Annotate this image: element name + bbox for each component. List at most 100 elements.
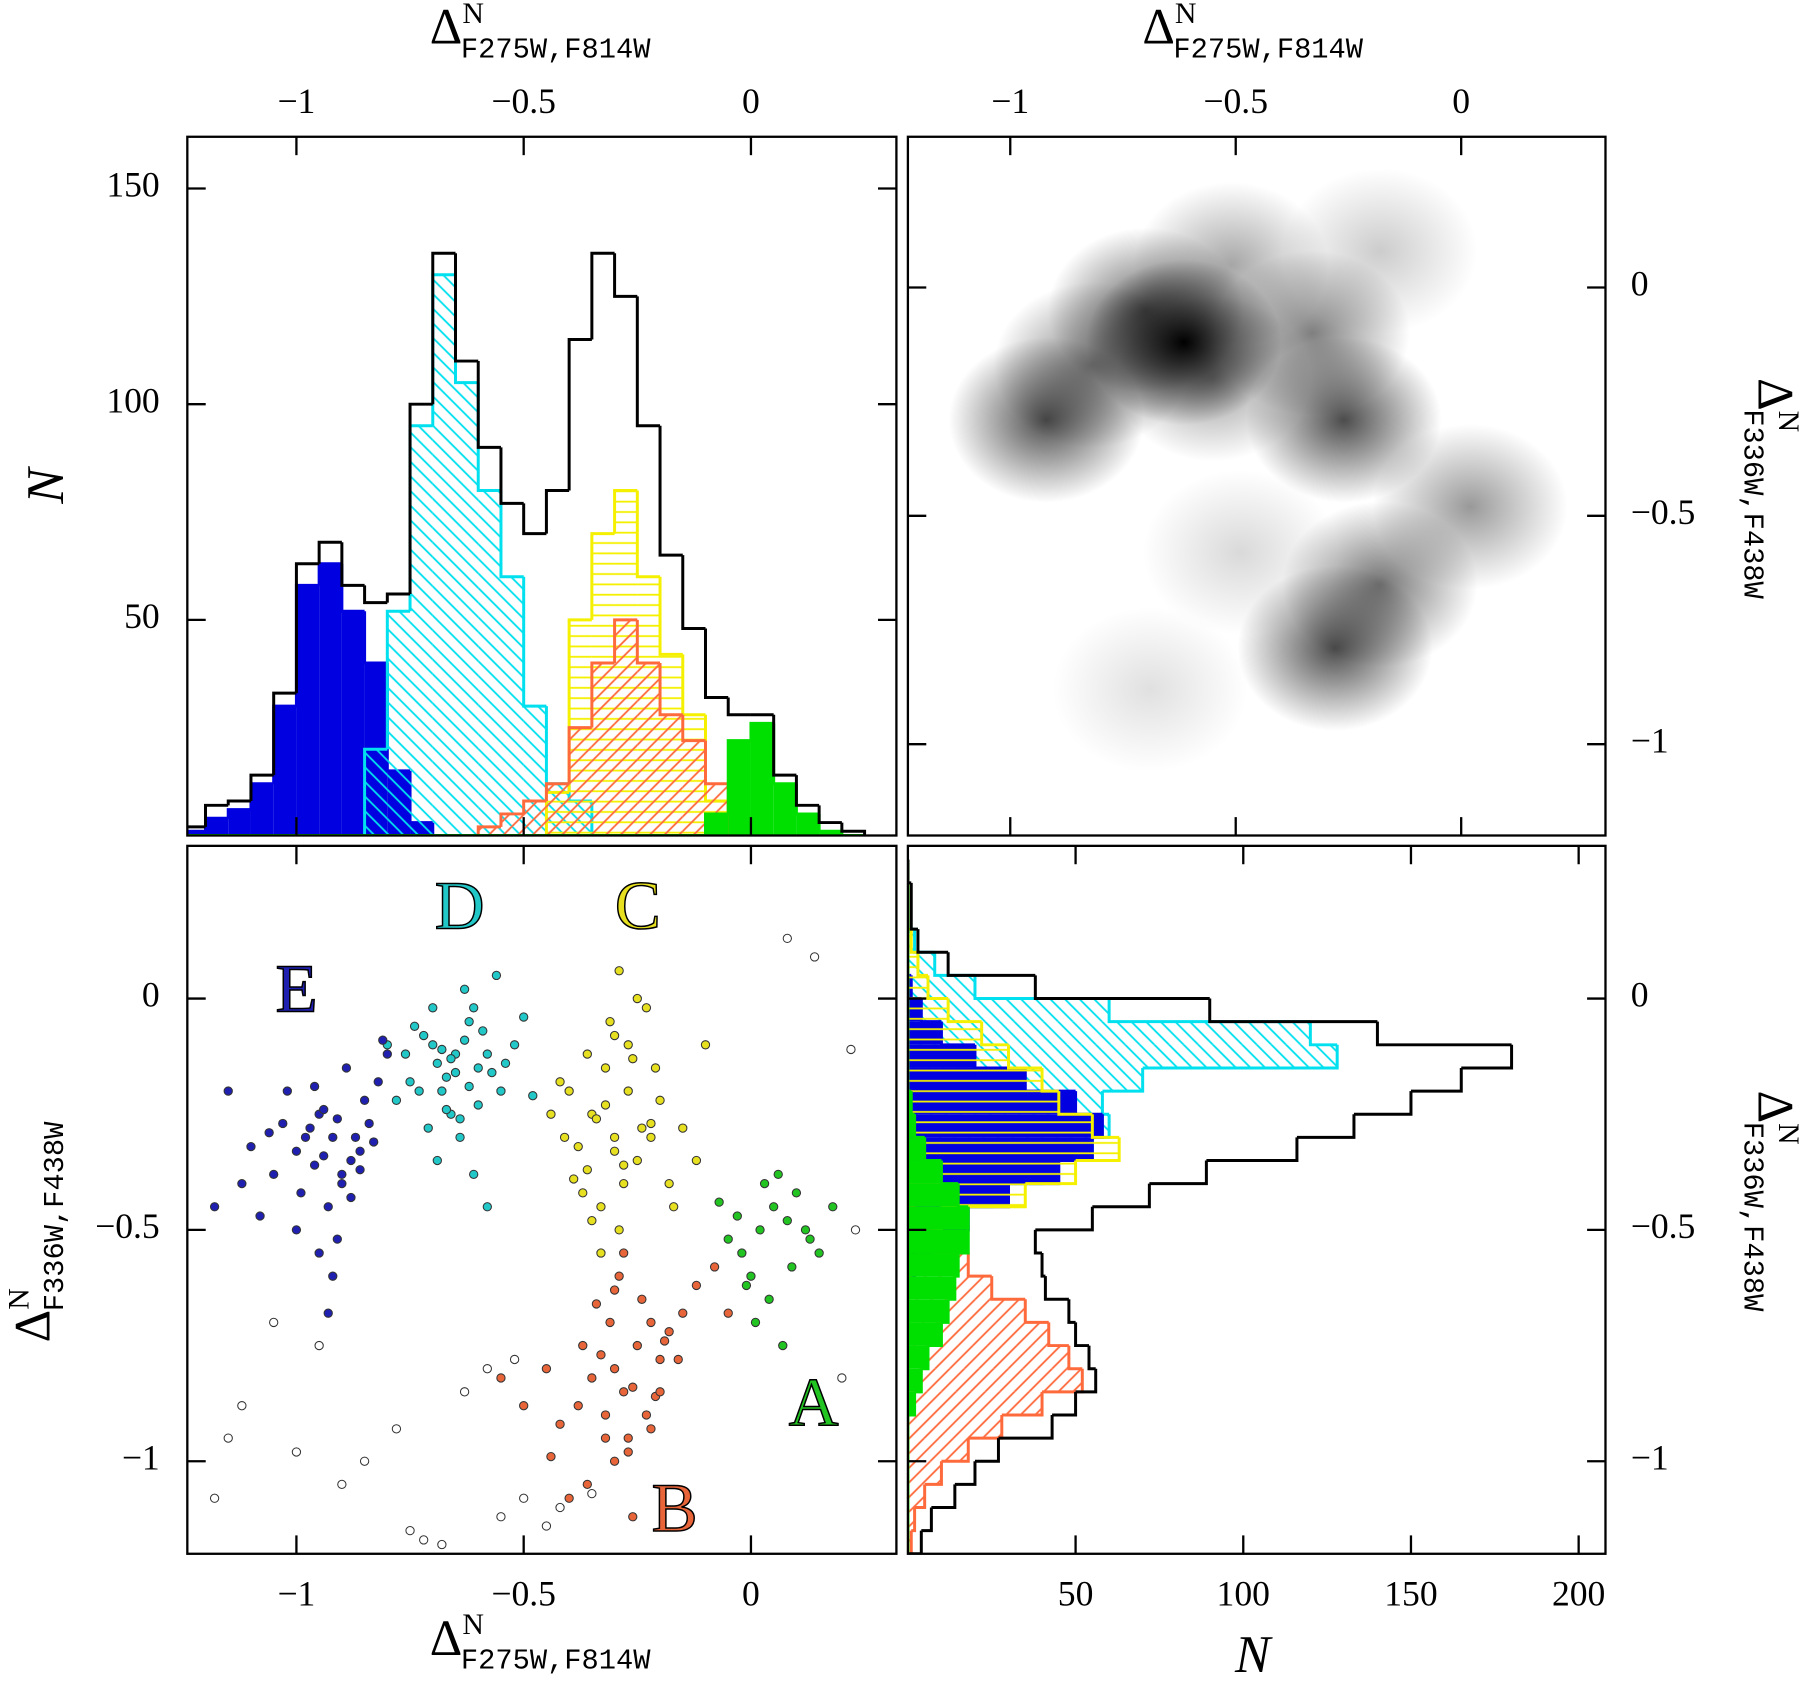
scatter-point (655, 1387, 665, 1397)
scatter-point (600, 1100, 611, 1110)
hist-bar (907, 1299, 949, 1323)
hist-bar (819, 831, 842, 836)
scatter-point (482, 1049, 492, 1059)
label-sub: F275W,F814W (461, 33, 651, 66)
scatter-point (723, 1308, 733, 1318)
scatter-point (805, 1234, 815, 1244)
scatter-point (323, 1308, 333, 1318)
panel-frame (186, 844, 898, 1555)
scatter-point (555, 1077, 565, 1087)
scatter-point (546, 1451, 556, 1462)
scatter-point (600, 1410, 611, 1420)
scatter-point (646, 1317, 656, 1328)
hist-bar (907, 1391, 915, 1415)
hist-bar (705, 813, 729, 836)
scatter-point (782, 933, 792, 944)
scatter-point (269, 1317, 279, 1328)
scatter-point (850, 1225, 861, 1235)
density-blob (1282, 168, 1478, 334)
scatter-point (496, 1512, 506, 1522)
scatter-point (787, 1262, 797, 1272)
scatter-point (587, 1373, 597, 1383)
plot-area (907, 859, 1514, 1554)
scatter-point (459, 984, 470, 994)
hist-bar (907, 998, 949, 1022)
scatter-point (405, 1077, 415, 1087)
scatter-point (664, 1178, 674, 1189)
panel-frame (906, 135, 1607, 837)
x-axis-label-text: N (1234, 1626, 1273, 1684)
hist-step (681, 555, 706, 630)
hist-step (914, 1368, 923, 1394)
scatter-point (623, 1433, 633, 1443)
scatter-point (837, 1373, 847, 1383)
hist-bar (796, 813, 820, 836)
hist-step (1033, 975, 1210, 1001)
hist-step (499, 447, 524, 505)
scatter-point (641, 1003, 652, 1013)
scatter-point (314, 1340, 324, 1351)
plot-area (209, 933, 861, 1550)
hist-bar (250, 783, 274, 836)
scatter-point (600, 1063, 611, 1073)
hist-step (249, 773, 274, 802)
scatter-point (678, 1308, 688, 1318)
scatter-point (691, 1280, 702, 1291)
hist-step (704, 812, 729, 836)
hist-step (954, 1461, 977, 1486)
scatter-point (600, 1433, 611, 1443)
scatter-point (605, 1317, 615, 1328)
scatter-point (559, 1132, 570, 1143)
hist-bar (187, 831, 206, 836)
hist-step (1074, 1322, 1089, 1348)
group-label: B (652, 1470, 698, 1546)
hist-bar (591, 662, 615, 836)
scatter-point (264, 1128, 274, 1138)
hist-step (794, 775, 820, 807)
hist-step (966, 1253, 992, 1278)
scatter-point (428, 1003, 438, 1013)
scatter-point (459, 1035, 470, 1045)
hist-step (939, 1160, 959, 1186)
hist-step (522, 799, 547, 814)
scatter-point (587, 1215, 597, 1226)
hist-step (567, 337, 592, 491)
hist-step (1025, 1160, 1078, 1186)
y-tick-label: −1 (1631, 720, 1669, 760)
scatter-point (409, 1021, 420, 1031)
scatter-point (323, 1202, 333, 1212)
x-tick-label: 100 (1217, 1574, 1270, 1614)
hist-step (1067, 1345, 1083, 1371)
hist-bar (907, 1322, 1049, 1346)
scatter-point (369, 1137, 379, 1147)
hist-step (613, 618, 638, 663)
scatter-point (278, 1118, 288, 1129)
scatter-point (582, 1479, 592, 1490)
scatter-point (237, 1401, 247, 1411)
hist-step (1100, 1091, 1110, 1116)
hist-step (1308, 1021, 1338, 1047)
hist-bar (907, 1044, 1009, 1068)
y-axis-label: ΔNF336W,F438W (1736, 378, 1802, 599)
x-axis-label: N (1234, 1626, 1273, 1684)
hist-step (998, 1414, 1054, 1440)
hist-step (974, 1438, 1000, 1463)
hist-step (931, 1484, 957, 1510)
hist-step (613, 253, 638, 298)
label-sub: F275W,F814W (1173, 33, 1363, 66)
hist-step (946, 998, 982, 1024)
hist-step (928, 1322, 943, 1348)
scatter-point (346, 1155, 356, 1166)
scatter-point (578, 1188, 588, 1198)
scatter-point (291, 1146, 302, 1156)
hist-bar (205, 818, 229, 836)
scatter-point (296, 1188, 306, 1198)
scatter-point (673, 1354, 683, 1365)
hist-step (385, 592, 411, 603)
hist-step (476, 361, 501, 449)
scatter-point (564, 1086, 574, 1096)
hist-step (916, 929, 949, 954)
hist-bar (478, 826, 501, 836)
label-symbol: Δ (4, 1310, 60, 1343)
label-sup: N (1175, 0, 1197, 30)
